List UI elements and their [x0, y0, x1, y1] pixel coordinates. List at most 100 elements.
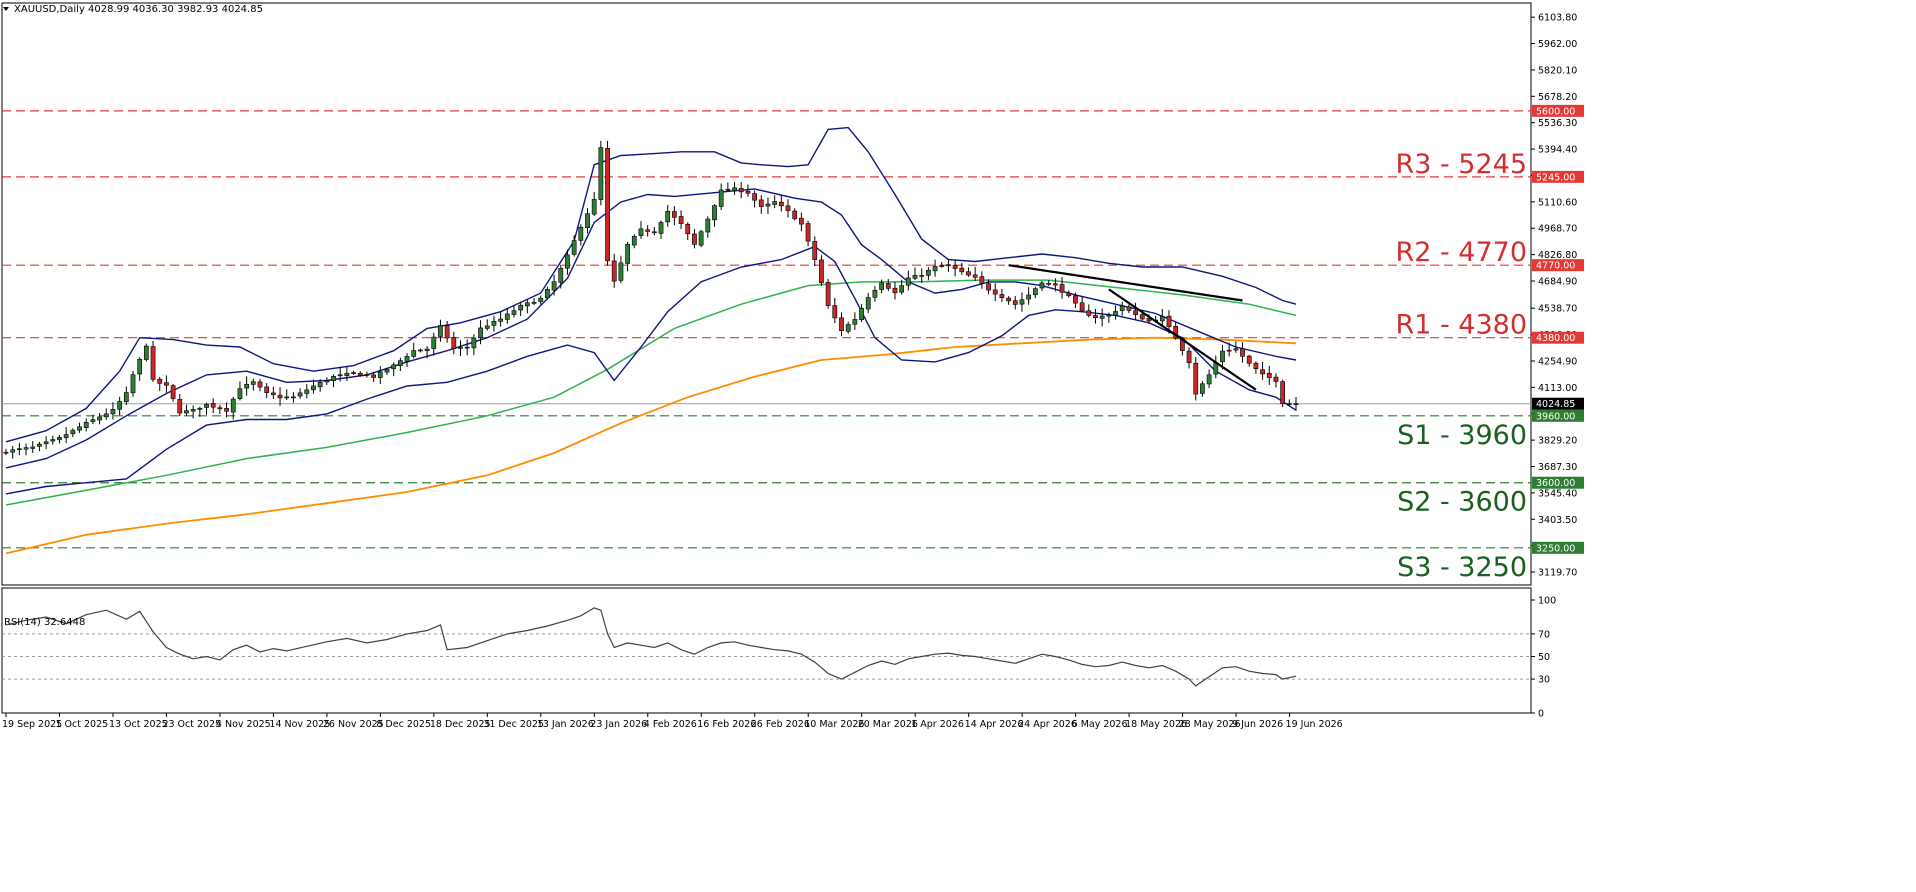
candle — [150, 340, 156, 382]
price-tag-r1: 4380.00 — [1532, 331, 1584, 344]
candle-body — [404, 356, 410, 362]
candle — [825, 278, 831, 309]
candle-body — [1220, 350, 1225, 363]
candle — [712, 204, 717, 227]
candle — [919, 268, 925, 283]
candle — [845, 321, 851, 334]
rsi-tick-label: 0 — [1538, 709, 1544, 720]
candle-body — [518, 304, 524, 311]
candle — [1173, 321, 1179, 340]
price-tick-label: 3687.30 — [1538, 462, 1577, 473]
time-tick-label: 1 Apr 2026 — [911, 719, 964, 730]
candle — [16, 442, 22, 456]
candle — [1159, 309, 1165, 328]
candle — [204, 402, 209, 415]
price-tick-label: 4968.70 — [1538, 224, 1577, 235]
candle-body — [678, 216, 684, 224]
candle — [237, 381, 243, 401]
candle — [585, 208, 590, 234]
candle — [1186, 347, 1192, 369]
candle-body — [184, 410, 189, 414]
candle — [852, 312, 858, 330]
candle — [30, 441, 36, 453]
price-tick-label: 3403.50 — [1538, 515, 1577, 526]
candle-body — [618, 262, 624, 281]
candle-body — [845, 324, 851, 332]
candle-body — [257, 381, 263, 388]
candle — [384, 367, 390, 376]
candle-body — [264, 386, 270, 393]
bollinger-upper-line — [5, 126, 1297, 443]
candle-body — [651, 231, 657, 234]
price-tag-s3-box — [1532, 541, 1584, 554]
price-tag-top-text: 5600.00 — [1536, 106, 1575, 117]
candle-body — [772, 201, 778, 205]
candle-body — [43, 441, 49, 445]
trendline-2[interactable] — [1108, 288, 1257, 391]
candle — [50, 435, 56, 445]
candle — [952, 259, 958, 277]
candle — [157, 376, 163, 391]
rsi-label: RSI(14) 32.6448 — [4, 617, 85, 628]
candle-body — [605, 148, 610, 262]
candle — [1240, 342, 1245, 363]
price-tick-label: 4113.00 — [1538, 383, 1577, 394]
candle — [90, 414, 96, 425]
candle — [658, 220, 664, 239]
time-tick-label: 26 Nov 2025 — [323, 719, 384, 730]
candle — [210, 398, 216, 414]
candle-body — [143, 345, 149, 360]
candle-body — [865, 297, 871, 310]
candle-body — [899, 285, 905, 293]
candle-body — [1059, 284, 1065, 293]
candle-body — [498, 318, 503, 322]
candle-body — [986, 283, 991, 291]
candle — [645, 225, 651, 237]
rsi-tick-label: 70 — [1538, 629, 1550, 640]
candle-body — [23, 447, 29, 450]
candle — [792, 208, 798, 221]
candle-body — [77, 426, 82, 431]
candle — [892, 281, 898, 300]
candle-body — [832, 305, 838, 319]
rsi-tick-label: 100 — [1538, 596, 1556, 607]
candle-body — [97, 416, 102, 421]
time-tick-label: 18 May 2026 — [1125, 719, 1187, 730]
candle-body — [311, 385, 316, 391]
candle — [912, 267, 918, 281]
candle — [926, 267, 931, 281]
price-tags: 5245.00 4770.00 4380.00 3960.00 3600.00 3250.… — [1532, 104, 1584, 554]
candle-body — [725, 188, 731, 191]
candle — [418, 348, 423, 353]
candle — [812, 236, 818, 267]
trendlines[interactable] — [1008, 264, 1257, 391]
candle — [1093, 308, 1098, 324]
candle-body — [538, 297, 544, 302]
rsi-panel-border — [1, 587, 1532, 714]
candle — [778, 195, 784, 212]
candle-body — [712, 205, 717, 221]
candle-body — [1193, 362, 1199, 395]
level-label-s3: S3 - 3250 — [1397, 552, 1527, 583]
level-label-r2: R2 - 4770 — [1395, 237, 1527, 268]
trendline-1[interactable] — [1008, 264, 1243, 302]
collapse-triangle-icon[interactable] — [3, 7, 9, 11]
time-tick-label: 1 Oct 2025 — [55, 719, 108, 730]
candle-body — [692, 233, 697, 245]
candle — [164, 375, 169, 393]
candle-body — [1012, 300, 1018, 305]
candle-body — [357, 372, 363, 376]
candle-body — [270, 392, 276, 396]
candle-body — [591, 199, 597, 215]
candle-body — [672, 211, 677, 218]
time-tick-label: 13 Oct 2025 — [109, 719, 168, 730]
candle — [772, 195, 778, 209]
candle-body — [852, 319, 858, 325]
candle — [1200, 381, 1205, 397]
candle — [110, 402, 116, 420]
candle-body — [571, 240, 577, 255]
candle — [364, 371, 370, 378]
